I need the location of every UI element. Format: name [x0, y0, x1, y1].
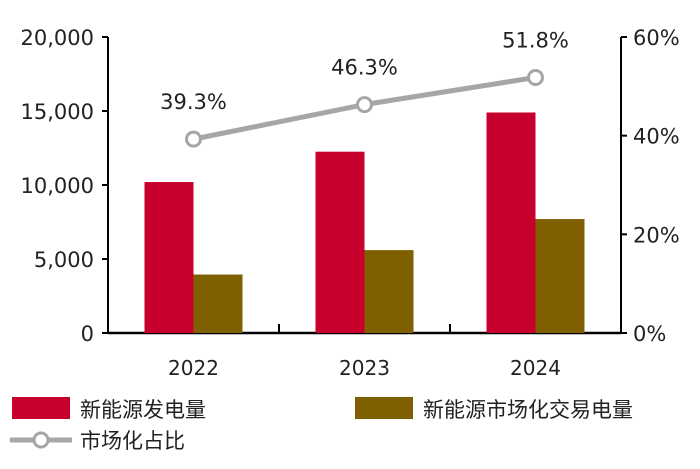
left-tick-label: 0: [81, 322, 94, 346]
bar-generation-2023: [315, 151, 365, 333]
right-tick-label: 0%: [633, 322, 666, 346]
market-share-point: [356, 96, 373, 114]
market-share-point: [527, 68, 544, 86]
right-tick-label: 20%: [633, 223, 680, 247]
bar-market-trade-2022: [193, 274, 243, 333]
legend-label: 新能源市场化交易电量: [423, 398, 633, 422]
x-tick-label: 2024: [510, 356, 561, 380]
legend-label: 市场化占比: [80, 429, 185, 453]
left-tick-label: 20,000: [21, 26, 94, 50]
legend-swatch-marker: [32, 431, 50, 449]
legend-swatch-generation: [12, 397, 70, 419]
bar-market-trade-2023: [364, 250, 414, 333]
left-tick-label: 10,000: [21, 174, 94, 198]
data-label: 39.3%: [160, 90, 227, 114]
bar-generation-2022: [144, 182, 194, 333]
left-tick-label: 5,000: [34, 248, 94, 272]
data-label: 51.8%: [502, 28, 569, 52]
legend-swatch-market-trade: [355, 397, 413, 419]
data-label: 46.3%: [331, 56, 398, 80]
bar-market-trade-2024: [535, 219, 585, 333]
x-tick-label: 2023: [339, 356, 390, 380]
right-tick-label: 40%: [633, 125, 680, 149]
legend-label: 新能源发电量: [80, 398, 206, 422]
x-tick-label: 2022: [168, 356, 219, 380]
right-tick-label: 60%: [633, 26, 680, 50]
left-tick-label: 15,000: [21, 100, 94, 124]
bar-generation-2024: [486, 112, 536, 333]
market-share-point: [185, 130, 202, 148]
